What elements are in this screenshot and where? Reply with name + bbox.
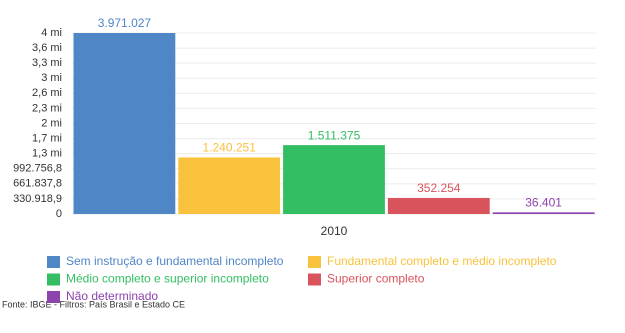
y-tick-label: 661.837,8	[13, 178, 62, 190]
y-tick-label: 1,7 mi	[32, 132, 62, 144]
legend-label: Médio completo e superior incompleto	[66, 272, 269, 286]
y-tick-label: 3 mi	[41, 72, 62, 84]
legend-swatch	[47, 291, 60, 303]
y-tick-label: 992.756,8	[13, 163, 62, 175]
value-label: 352.254	[417, 181, 461, 195]
y-tick-label: 2 mi	[41, 117, 62, 129]
bar	[178, 157, 281, 214]
x-tick-label: 2010	[321, 224, 348, 238]
bar	[73, 33, 176, 214]
value-label: 1.240.251	[203, 141, 257, 155]
y-tick-label: 2,3 mi	[32, 102, 62, 114]
y-tick-label: 1,3 mi	[32, 148, 62, 160]
bar	[283, 145, 385, 214]
source: Fonte: IBGE - Filtros: País Brasil e Est…	[2, 299, 185, 309]
legend-label: Fundamental completo e médio incompleto	[327, 254, 557, 268]
value-label: 3.971.027	[98, 16, 152, 30]
y-tick-label: 3,3 mi	[32, 57, 62, 69]
legend-swatch	[47, 273, 60, 286]
legend-label: Superior completo	[327, 272, 425, 286]
legend-swatch	[47, 256, 60, 268]
y-tick-label: 330.918,9	[13, 193, 62, 205]
y-tick-label: 0	[56, 208, 62, 220]
y-tick-label: 3,6 mi	[32, 42, 62, 54]
bar	[492, 212, 595, 214]
legend-label: Sem instrução e fundamental incompleto	[66, 254, 284, 268]
y-tick-label: 4 mi	[41, 27, 62, 39]
legend-swatch	[308, 256, 321, 268]
y-tick-label: 2,6 mi	[32, 87, 62, 99]
bar	[387, 197, 490, 214]
value-label: 36.401	[525, 196, 562, 210]
value-label: 1.511.375	[308, 128, 361, 142]
legend-label: Não determinado	[66, 289, 158, 303]
legend-swatch	[308, 273, 321, 286]
